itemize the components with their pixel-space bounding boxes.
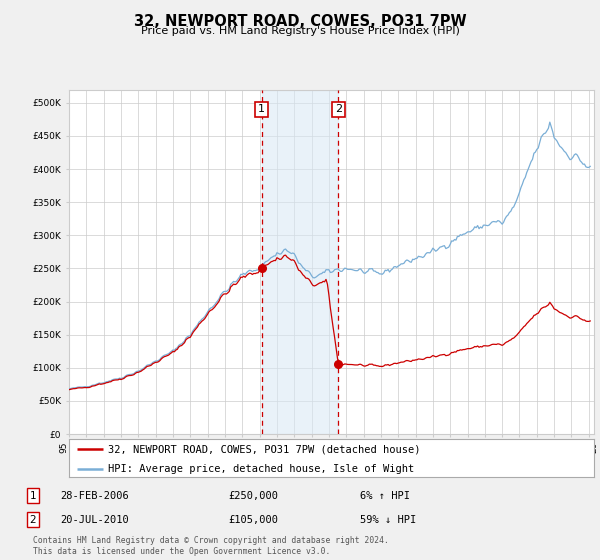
Text: 2: 2 (29, 515, 37, 525)
Text: 59% ↓ HPI: 59% ↓ HPI (360, 515, 416, 525)
Text: 28-FEB-2006: 28-FEB-2006 (60, 491, 129, 501)
Text: £250,000: £250,000 (228, 491, 278, 501)
Text: 2: 2 (335, 105, 342, 114)
Text: 1: 1 (258, 105, 265, 114)
Text: Contains HM Land Registry data © Crown copyright and database right 2024.
This d: Contains HM Land Registry data © Crown c… (33, 536, 389, 556)
Text: £105,000: £105,000 (228, 515, 278, 525)
Text: 1: 1 (29, 491, 37, 501)
Text: HPI: Average price, detached house, Isle of Wight: HPI: Average price, detached house, Isle… (109, 464, 415, 474)
Bar (262, 90, 338, 434)
Text: Price paid vs. HM Land Registry's House Price Index (HPI): Price paid vs. HM Land Registry's House … (140, 26, 460, 36)
Text: 6% ↑ HPI: 6% ↑ HPI (360, 491, 410, 501)
Text: 32, NEWPORT ROAD, COWES, PO31 7PW (detached house): 32, NEWPORT ROAD, COWES, PO31 7PW (detac… (109, 444, 421, 454)
Text: 20-JUL-2010: 20-JUL-2010 (60, 515, 129, 525)
Text: 32, NEWPORT ROAD, COWES, PO31 7PW: 32, NEWPORT ROAD, COWES, PO31 7PW (134, 14, 466, 29)
